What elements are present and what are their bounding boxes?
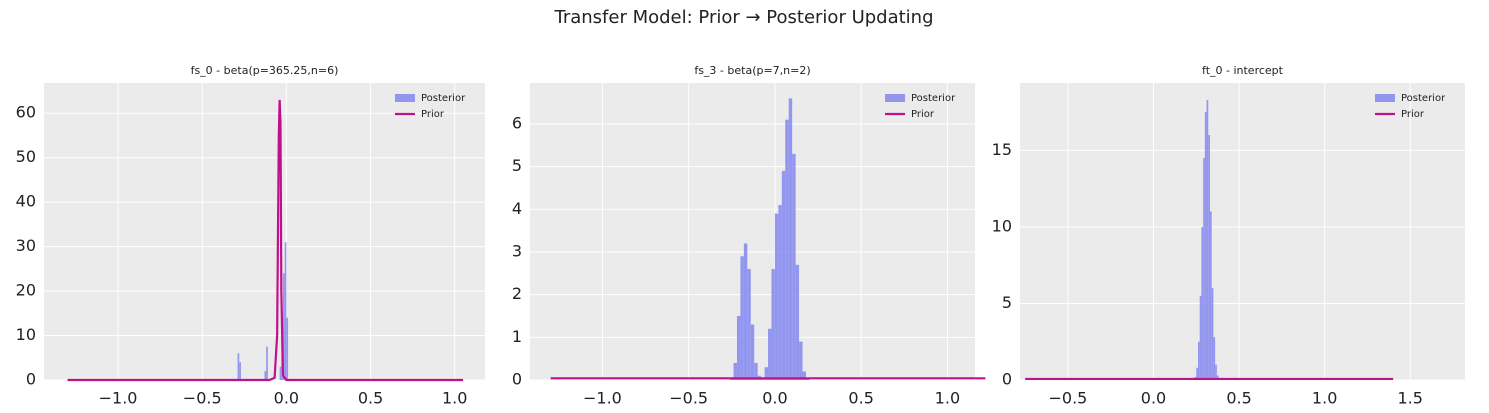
x-tick-label: 0.0	[762, 389, 787, 408]
histogram-bar	[1211, 288, 1214, 380]
histogram-bar	[1204, 112, 1207, 380]
histogram-bar	[764, 367, 769, 380]
y-tick-label: 10	[16, 325, 36, 344]
histogram-bar	[802, 371, 806, 380]
histogram-bar	[747, 269, 751, 380]
histogram-bar	[1208, 135, 1210, 380]
histogram-bar	[795, 264, 800, 380]
histogram-bar	[1196, 367, 1198, 380]
y-tick-label: 10	[992, 216, 1012, 235]
histogram-bar	[743, 243, 748, 380]
legend-label: Posterior	[1401, 93, 1446, 104]
y-tick-label: 1	[512, 327, 522, 346]
legend-label: Posterior	[421, 93, 466, 104]
histogram-bar	[264, 371, 267, 380]
panel-title: ft_0 - intercept	[1202, 64, 1284, 77]
histogram-bar	[750, 324, 755, 380]
panel-title: fs_3 - beta(p=7,n=2)	[694, 64, 810, 77]
x-tick-label: 0.0	[274, 389, 299, 408]
legend-label: Prior	[1401, 109, 1425, 120]
histogram-bar	[1198, 341, 1200, 380]
histogram-bar	[1201, 226, 1204, 380]
x-tick-label: −1.0	[99, 389, 138, 408]
y-tick-label: 0	[512, 370, 522, 389]
histogram-bar	[1215, 364, 1217, 380]
y-tick-label: 3	[512, 241, 522, 260]
histogram-bar	[1203, 158, 1205, 380]
histogram-bar	[733, 362, 737, 380]
histogram-bar	[279, 366, 282, 380]
y-tick-label: 2	[512, 284, 522, 303]
histogram-bar	[781, 170, 786, 380]
legend-label: Posterior	[911, 93, 956, 104]
legend-swatch	[885, 94, 905, 102]
histogram-bar	[792, 153, 796, 380]
legend-swatch	[1375, 94, 1395, 102]
plot-area	[1020, 83, 1465, 380]
histogram-bar	[284, 242, 287, 380]
y-tick-label: 5	[1002, 293, 1012, 312]
histogram-bar	[788, 98, 793, 381]
x-tick-label: 1.5	[1398, 389, 1423, 408]
x-tick-label: −1.0	[583, 389, 622, 408]
figure-title: Transfer Model: Prior → Posterior Updati…	[553, 7, 933, 28]
y-tick-label: 15	[992, 140, 1012, 159]
x-tick-label: −0.5	[1048, 389, 1087, 408]
y-tick-label: 30	[16, 236, 36, 255]
x-tick-label: 0.5	[358, 389, 383, 408]
histogram-bar	[286, 317, 289, 380]
panel-title: fs_0 - beta(p=365.25,n=6)	[191, 64, 339, 77]
histogram-bar	[239, 362, 241, 380]
y-tick-label: 5	[512, 156, 522, 175]
plot-area	[44, 83, 485, 380]
histogram-bar	[774, 213, 779, 380]
histogram-bar	[1213, 337, 1216, 380]
histogram-bar	[1206, 99, 1209, 380]
y-tick-label: 4	[512, 199, 522, 218]
y-tick-label: 60	[16, 103, 36, 122]
prior-line	[67, 99, 464, 382]
legend-label: Prior	[911, 109, 935, 120]
x-tick-label: 1.0	[1312, 389, 1337, 408]
histogram-bar	[740, 256, 744, 380]
x-tick-label: 0.5	[848, 389, 873, 408]
x-tick-label: 1.0	[935, 389, 960, 408]
y-tick-label: 50	[16, 147, 36, 166]
histogram-bar	[283, 273, 285, 380]
y-tick-label: 20	[16, 281, 36, 300]
x-tick-label: 0.0	[1141, 389, 1166, 408]
legend-label: Prior	[421, 109, 445, 120]
histogram-bar	[1216, 375, 1219, 380]
histogram-bar	[768, 328, 772, 380]
x-tick-label: 0.5	[1226, 389, 1251, 408]
histogram-bar	[754, 362, 758, 380]
x-tick-label: 1.0	[442, 389, 467, 408]
histogram-bar	[237, 353, 240, 380]
histogram-bar	[785, 119, 789, 380]
y-tick-label: 0	[1002, 370, 1012, 389]
x-tick-label: −0.5	[183, 389, 222, 408]
histogram-bar	[771, 269, 775, 380]
y-tick-label: 40	[16, 192, 36, 211]
histogram-bar	[778, 205, 782, 380]
legend-swatch	[395, 94, 415, 102]
histogram-bar	[736, 315, 741, 380]
x-tick-label: −0.5	[669, 389, 708, 408]
histogram-bar	[1209, 211, 1212, 380]
histogram-bar	[1199, 295, 1202, 380]
y-tick-label: 0	[26, 370, 36, 389]
histogram-bar	[799, 341, 803, 380]
histogram-bar	[266, 346, 268, 380]
y-tick-label: 6	[512, 113, 522, 132]
